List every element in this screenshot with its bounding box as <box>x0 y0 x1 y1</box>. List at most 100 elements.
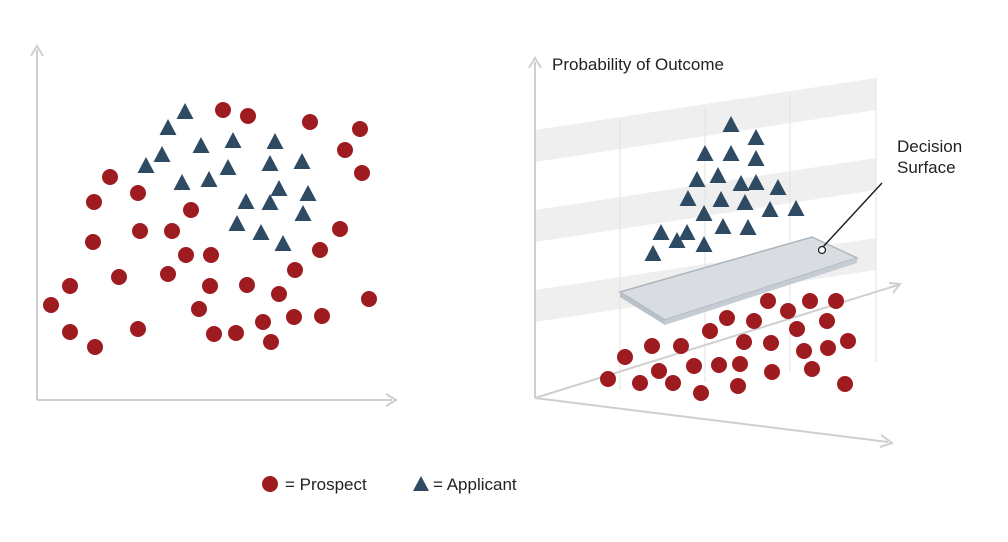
prospect-marker <box>302 114 318 130</box>
prospect-marker <box>736 334 752 350</box>
prospect-marker <box>796 343 812 359</box>
applicant-marker <box>228 215 246 231</box>
prospect-marker <box>804 361 820 377</box>
prospect-marker <box>286 309 302 325</box>
legend: = Prospect = Applicant <box>262 475 517 494</box>
applicant-marker <box>294 205 312 221</box>
applicant-marker <box>219 159 237 175</box>
applicant-marker <box>761 201 779 217</box>
prospect-marker <box>183 202 199 218</box>
prospect-marker <box>62 278 78 294</box>
applicant-marker <box>252 224 270 240</box>
prospect-marker <box>632 375 648 391</box>
decision-surface-edge <box>665 258 857 325</box>
left-y-arrowhead <box>30 44 44 57</box>
prospect-marker <box>730 378 746 394</box>
callout-line <box>821 182 883 249</box>
applicant-marker <box>200 171 218 187</box>
applicant-marker <box>712 191 730 207</box>
prospect-marker <box>215 102 231 118</box>
prospect-marker <box>203 247 219 263</box>
decision-surface-label-line1: Decision <box>897 137 962 156</box>
prospect-marker <box>673 338 689 354</box>
prospect-marker <box>819 313 835 329</box>
left-x-arrowhead <box>385 393 398 407</box>
prospect-marker <box>352 121 368 137</box>
legend-prospect-label: = Prospect <box>285 475 367 494</box>
probability-axis-label: Probability of Outcome <box>552 55 724 74</box>
prospect-marker <box>130 185 146 201</box>
applicant-marker <box>732 175 750 191</box>
prospect-marker <box>85 234 101 250</box>
applicant-marker <box>747 174 765 190</box>
applicant-marker <box>688 171 706 187</box>
applicant-marker <box>261 155 279 171</box>
applicant-marker <box>736 194 754 210</box>
applicant-marker <box>237 193 255 209</box>
applicant-marker <box>714 218 732 234</box>
right-horizontal-axis <box>534 397 889 443</box>
prospect-marker <box>719 310 735 326</box>
prospect-marker <box>693 385 709 401</box>
applicant-marker <box>270 180 288 196</box>
applicant-marker <box>137 157 155 173</box>
prospect-marker <box>287 262 303 278</box>
right-data-points <box>600 116 856 401</box>
prospect-marker <box>263 334 279 350</box>
left-scatter-panel <box>30 44 398 407</box>
prospect-marker <box>780 303 796 319</box>
applicant-marker <box>644 245 662 261</box>
prospect-marker <box>164 223 180 239</box>
prospect-marker <box>43 297 59 313</box>
right-horizontal-arrowhead <box>879 434 895 448</box>
prospect-marker <box>87 339 103 355</box>
callout-dot <box>817 245 827 255</box>
applicant-marker <box>224 132 242 148</box>
applicant-marker <box>747 150 765 166</box>
prospect-marker <box>228 325 244 341</box>
prospect-marker <box>732 356 748 372</box>
prospect-marker <box>651 363 667 379</box>
circle-icon <box>262 476 278 492</box>
prospect-marker <box>828 293 844 309</box>
prospect-marker <box>312 242 328 258</box>
prospect-marker <box>600 371 616 387</box>
applicant-marker <box>709 167 727 183</box>
applicant-marker <box>695 236 713 252</box>
prospect-marker <box>617 349 633 365</box>
prospect-marker <box>686 358 702 374</box>
decision-surface-callout: Decision Surface <box>817 137 962 255</box>
applicant-marker <box>695 205 713 221</box>
prospect-marker <box>354 165 370 181</box>
prospect-marker <box>361 291 377 307</box>
applicant-marker <box>261 194 279 210</box>
right-depth-arrowhead <box>888 282 902 294</box>
prospect-marker <box>240 108 256 124</box>
applicant-marker <box>173 174 191 190</box>
prospect-marker <box>239 277 255 293</box>
left-data-points <box>43 102 377 355</box>
prospect-marker <box>255 314 271 330</box>
applicant-marker <box>274 235 292 251</box>
applicant-marker <box>696 145 714 161</box>
prospect-marker <box>202 278 218 294</box>
prospect-marker <box>102 169 118 185</box>
applicant-marker <box>176 103 194 119</box>
prospect-marker <box>160 266 176 282</box>
prospect-marker <box>763 335 779 351</box>
prospect-marker <box>191 301 207 317</box>
applicant-marker <box>293 153 311 169</box>
applicant-marker <box>652 224 670 240</box>
prospect-marker <box>702 323 718 339</box>
applicant-marker <box>722 145 740 161</box>
decision-surface-edge <box>620 292 665 325</box>
right-3d-panel: Probability of Outcome Decision Surface <box>528 55 962 448</box>
prospect-marker <box>820 340 836 356</box>
prospect-marker <box>665 375 681 391</box>
applicant-marker <box>153 146 171 162</box>
prospect-marker <box>178 247 194 263</box>
prospect-marker <box>332 221 348 237</box>
decision-surface-label-line2: Surface <box>897 158 956 177</box>
applicant-marker <box>159 119 177 135</box>
